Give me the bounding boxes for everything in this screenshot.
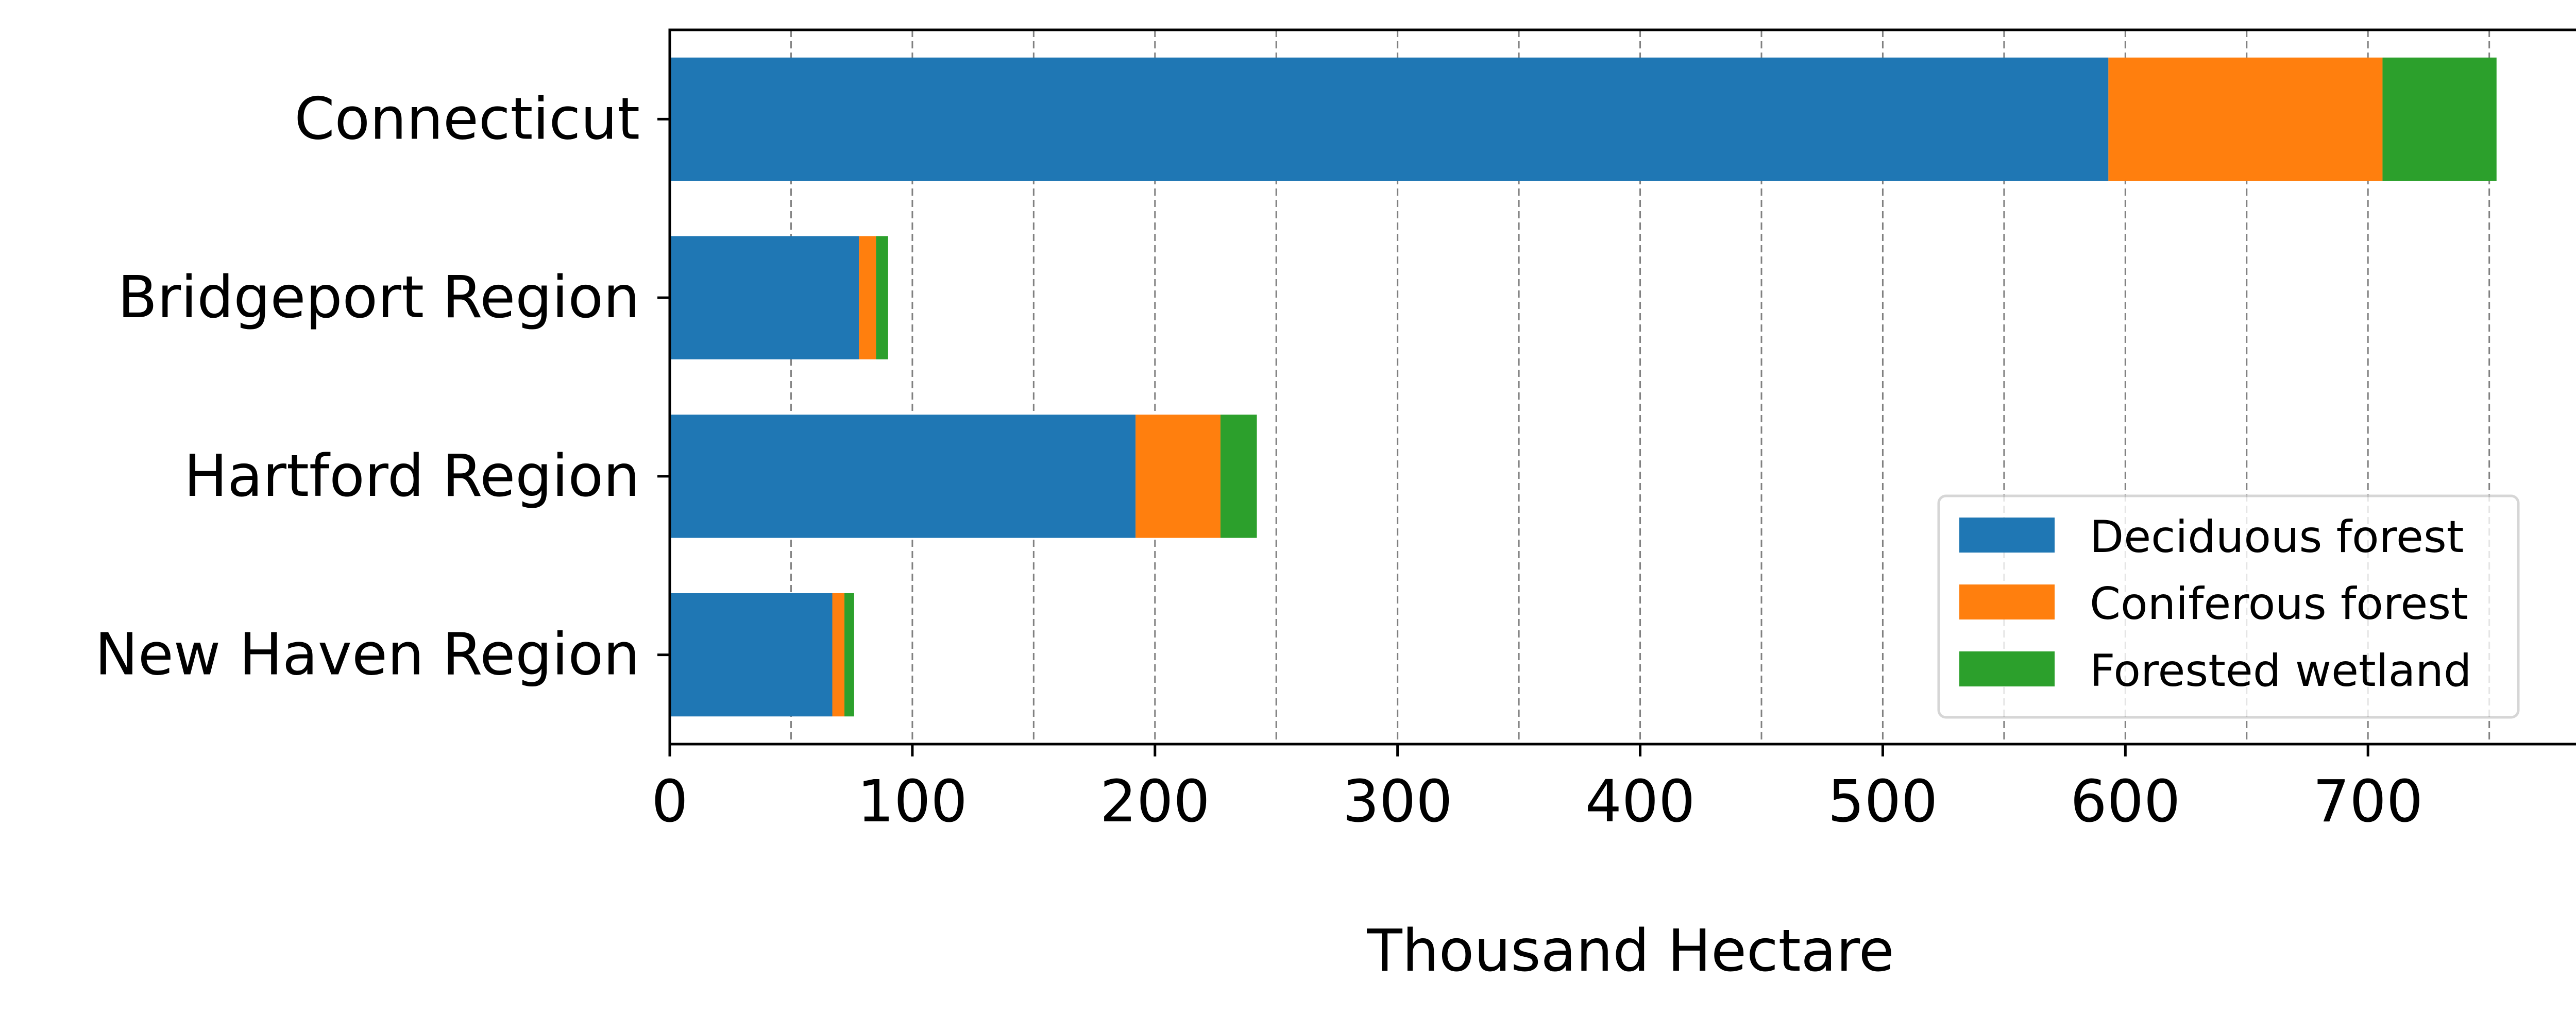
category-label: Connecticut: [294, 85, 640, 152]
category-label: Hartford Region: [184, 443, 640, 510]
bar-segment: [670, 415, 1136, 538]
x-tick-label: 200: [1100, 768, 1210, 835]
x-axis-title: Thousand Hectare: [1366, 918, 1894, 985]
x-tick-label: 0: [651, 768, 688, 835]
legend: Deciduous forest Coniferous forest Foreste…: [1937, 494, 2520, 719]
legend-label: Deciduous forest: [2090, 511, 2464, 563]
legend-swatch: [1959, 651, 2055, 686]
bar-segment: [1220, 415, 1257, 538]
bar-segment: [2382, 57, 2497, 181]
x-tick-label: 700: [2313, 768, 2423, 835]
category-label: Bridgeport Region: [117, 264, 640, 331]
legend-swatch: [1959, 584, 2055, 619]
legend-label: Forested wetland: [2090, 645, 2471, 697]
bar-segment: [859, 236, 876, 359]
bar-segment: [876, 236, 888, 359]
x-tick-label: 500: [1828, 768, 1938, 835]
bar-segment: [844, 593, 854, 717]
legend-swatch: [1959, 518, 2055, 553]
bars: [670, 57, 2497, 717]
ticks: 0 100 200 300 400 500 600 700 Connecticut Bridgep…: [95, 85, 2423, 835]
x-tick-label: 400: [1585, 768, 1696, 835]
x-tick-label: 300: [1343, 768, 1453, 835]
legend-frame: [1937, 494, 2520, 719]
category-label: New Haven Region: [95, 622, 640, 688]
bar-segment: [670, 236, 859, 359]
plot-frame: [668, 28, 2576, 746]
x-tick-label: 100: [857, 768, 968, 835]
bar-segment: [670, 593, 833, 717]
x-tick-label: 600: [2070, 768, 2180, 835]
legend-label: Coniferous forest: [2090, 578, 2468, 630]
bar-segment: [1136, 415, 1221, 538]
bar-segment: [832, 593, 845, 717]
bar-segment: [670, 57, 2109, 181]
bar-segment: [2108, 57, 2383, 181]
